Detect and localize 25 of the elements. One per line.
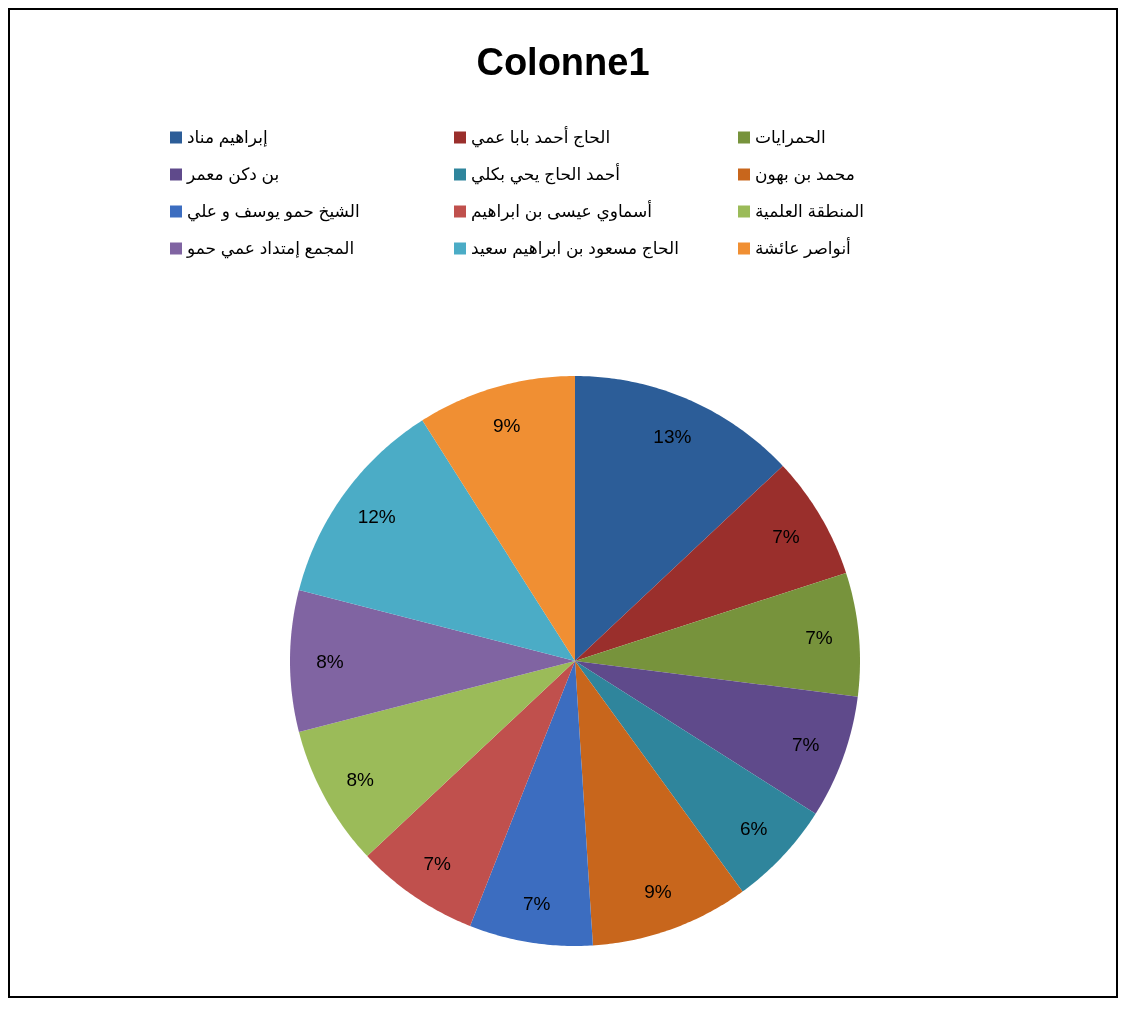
data-label: 8% [346,768,375,790]
data-label: 6% [739,818,768,840]
data-label: 9% [492,415,521,437]
chart-title: Colonne1 [476,41,650,83]
data-label: 7% [522,892,551,914]
data-label: 13% [653,425,692,447]
legend-label: الحاج مسعود بن ابراهيم سعيد [471,239,679,259]
legend-label: المنطقة العلمية [755,202,865,221]
data-label: 7% [772,525,800,547]
legend-label: الحمرايات [755,128,826,147]
legend-label: بن دكن معمر [186,165,280,184]
data-label: 7% [791,733,820,755]
legend-label: أحمد الحاج يحي بكلي [471,163,620,185]
legend-label: الحاج أحمد بابا عمي [471,126,611,148]
legend-label: المجمع إمتداد عمي حمو [186,239,355,259]
legend-label: أنواصر عائشة [755,237,851,258]
legend-label: إبراهيم مناد [187,128,268,148]
data-label: 12% [357,506,396,528]
data-label: 7% [805,627,833,649]
data-label: 8% [316,650,344,672]
data-label: 9% [644,881,672,903]
legend-label: محمد بن بهون [755,165,855,185]
legend-label: أسماوي عيسى بن ابراهيم [471,200,652,222]
data-label: 7% [423,853,452,875]
legend-label: الشيخ حمو يوسف و علي [187,202,360,222]
